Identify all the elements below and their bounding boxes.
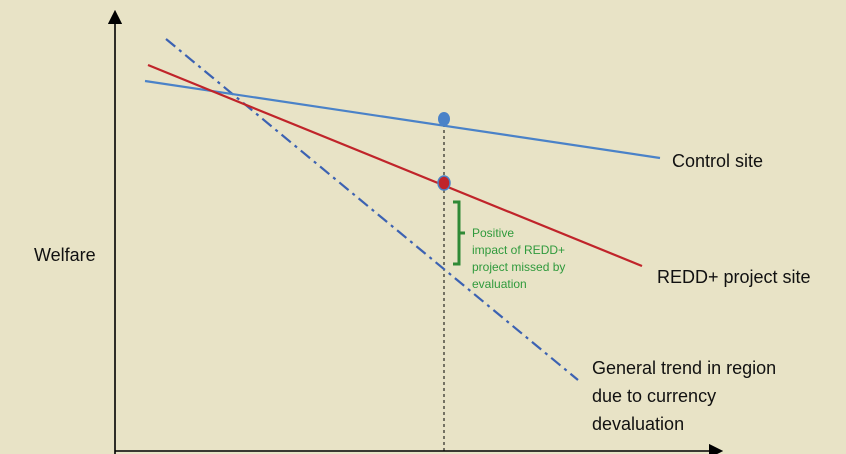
impact-annotation-line: impact of REDD+ <box>472 243 565 257</box>
trend-label-line: devaluation <box>592 414 684 434</box>
impact-annotation-line: Positive <box>472 226 514 240</box>
trend-label: General trend in region due to currency … <box>592 358 781 434</box>
control-site-label: Control site <box>672 151 763 171</box>
impact-annotation-line: evaluation <box>472 277 527 291</box>
control-site-point <box>438 112 450 126</box>
project-site-label: REDD+ project site <box>657 267 811 287</box>
impact-bracket <box>453 200 465 266</box>
y-axis-label: Welfare <box>34 245 96 265</box>
project-site-line <box>147 63 643 268</box>
trend-line <box>165 38 579 381</box>
project-site-point <box>437 175 451 191</box>
control-site-line <box>144 79 661 160</box>
trend-label-line: General trend in region <box>592 358 776 378</box>
trend-label-line: due to currency <box>592 386 716 406</box>
impact-annotation: Positive impact of REDD+ project missed … <box>472 226 569 291</box>
impact-annotation-line: project missed by <box>472 260 565 274</box>
